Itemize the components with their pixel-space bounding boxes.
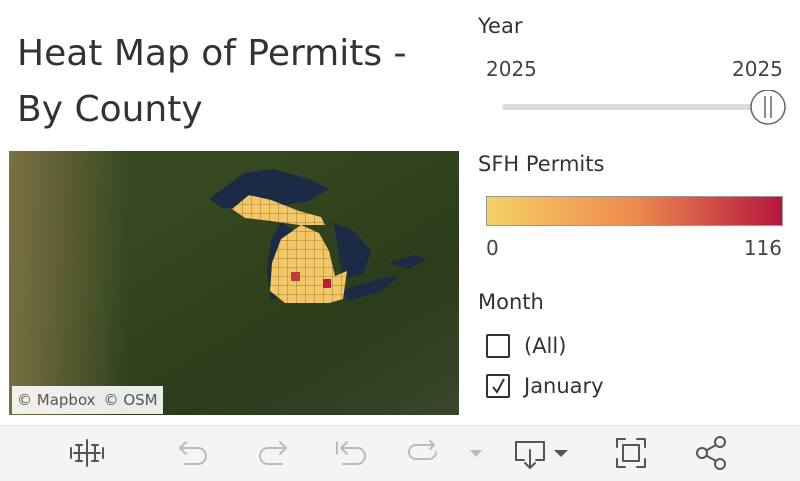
option-label: January (524, 374, 604, 398)
range-start: 2025 (486, 57, 537, 81)
undo-button[interactable] (179, 441, 207, 465)
tableau-logo[interactable] (70, 439, 104, 467)
attribution-text: © Mapbox (17, 391, 96, 409)
fullscreen-button[interactable] (616, 438, 646, 468)
attribution-text: © OSM (103, 391, 158, 409)
share-button[interactable] (696, 436, 726, 470)
revert-button[interactable] (336, 441, 366, 465)
month-option[interactable]: February (486, 406, 800, 412)
toolbar (0, 425, 800, 481)
legend-min: 0 (486, 236, 499, 260)
legend-title: SFH Permits (478, 152, 605, 176)
month-option[interactable]: January (486, 366, 800, 406)
month-option[interactable]: (All) (486, 326, 800, 366)
dashboard-title: Heat Map of Permits - By County (17, 33, 407, 130)
check-mark (492, 378, 505, 394)
year-slider[interactable] (480, 90, 790, 126)
redo-button[interactable] (259, 441, 287, 465)
checkbox[interactable] (486, 334, 510, 358)
map[interactable] (9, 151, 459, 415)
filter-title: Year (478, 14, 523, 38)
legend-max: 116 (743, 236, 782, 260)
color-legend (486, 196, 783, 226)
month-list: (All) January February (486, 326, 800, 412)
download-button[interactable] (515, 441, 568, 469)
range-end: 2025 (732, 57, 783, 81)
checkbox[interactable] (486, 374, 510, 398)
option-label: (All) (524, 334, 567, 358)
filter-title: Month (478, 290, 544, 314)
refresh-button[interactable] (408, 440, 482, 460)
map-attribution: © Mapbox © OSM (12, 386, 163, 414)
